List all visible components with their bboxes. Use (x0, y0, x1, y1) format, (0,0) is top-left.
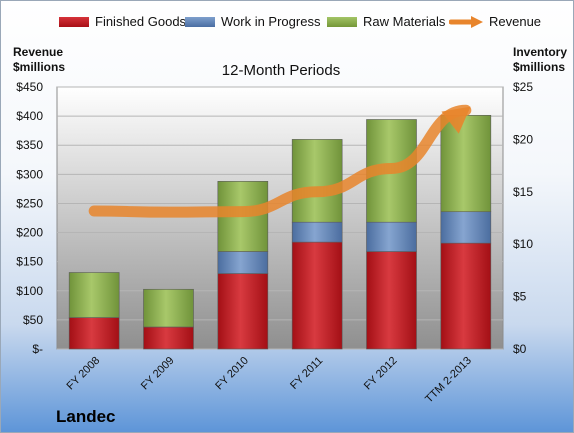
left-axis-title-line-2: $millions (13, 60, 66, 74)
left-tick-label: $150 (16, 255, 43, 269)
revenue-line (88, 104, 472, 218)
right-tick-label: $25 (513, 80, 533, 94)
legend-label-revenue: Revenue (489, 14, 542, 29)
legend-item-work-in-progress: Work in Progress (185, 14, 320, 29)
right-tick-label: $5 (513, 290, 527, 304)
legend-swatch-work-in-progress (185, 16, 215, 27)
bar-finished-goods (143, 326, 194, 350)
bar-raw-materials (291, 139, 343, 223)
right-axis-title: Inventory $millions (513, 45, 567, 75)
left-tick-label: $50 (23, 313, 43, 327)
legend-arrow-icon (449, 15, 483, 28)
left-tick-label: $400 (16, 109, 43, 123)
legend-swatch-raw-materials (327, 16, 357, 27)
right-tick-label: $10 (513, 237, 533, 251)
left-tick-label: $450 (16, 80, 43, 94)
bar-work-in-progress (217, 251, 269, 274)
legend-label-finished-goods: Finished Goods (95, 14, 187, 29)
left-tick-label: $- (32, 342, 43, 356)
chart-legend: Finished Goods Work in Progress Raw Mate… (1, 14, 573, 36)
x-tick-label: FY 2012 (362, 355, 400, 393)
legend-swatch-finished-goods (59, 16, 89, 27)
legend-label-work-in-progress: Work in Progress (221, 14, 321, 29)
bar-raw-materials (440, 114, 492, 213)
bar-finished-goods (291, 241, 343, 350)
legend-label-raw-materials: Raw Materials (363, 14, 446, 29)
bar-finished-goods (68, 317, 120, 350)
left-tick-label: $350 (16, 138, 43, 152)
right-axis-title-line-1: Inventory (513, 45, 568, 59)
right-tick-label: $20 (513, 132, 533, 146)
x-tick-label: FY 2011 (288, 355, 325, 392)
x-tick-label: FY 2010 (213, 355, 251, 393)
company-name: Landec (56, 407, 116, 426)
bar-work-in-progress (366, 221, 417, 252)
right-tick-label: $15 (513, 185, 533, 199)
right-tick-label: $0 (513, 342, 527, 356)
legend-item-finished-goods: Finished Goods (59, 14, 186, 29)
chart-title: 12-Month Periods (221, 62, 341, 79)
legend-item-raw-materials: Raw Materials (327, 14, 445, 29)
left-tick-label: $300 (16, 167, 43, 181)
bar-raw-materials (143, 288, 194, 328)
bar-raw-materials (68, 272, 120, 318)
x-tick-label: FY 2008 (65, 355, 103, 393)
left-tick-label: $250 (16, 196, 43, 210)
legend-item-revenue: Revenue (449, 14, 541, 29)
right-axis-title-line-2: $millions (513, 60, 566, 74)
bar-work-in-progress (291, 221, 343, 243)
x-tick-label: FY 2009 (139, 355, 177, 393)
bar-finished-goods (366, 251, 417, 350)
left-tick-label: $100 (16, 284, 43, 298)
bar-finished-goods (217, 273, 269, 350)
left-axis-title: Revenue $millions (13, 45, 65, 75)
left-tick-label: $200 (16, 226, 43, 240)
bar-finished-goods (440, 242, 492, 350)
left-axis-title-line-1: Revenue (13, 45, 64, 59)
x-tick-label: TTM 2-2013 (423, 355, 474, 406)
bar-work-in-progress (440, 211, 492, 244)
revenue-arrowhead (441, 106, 471, 134)
